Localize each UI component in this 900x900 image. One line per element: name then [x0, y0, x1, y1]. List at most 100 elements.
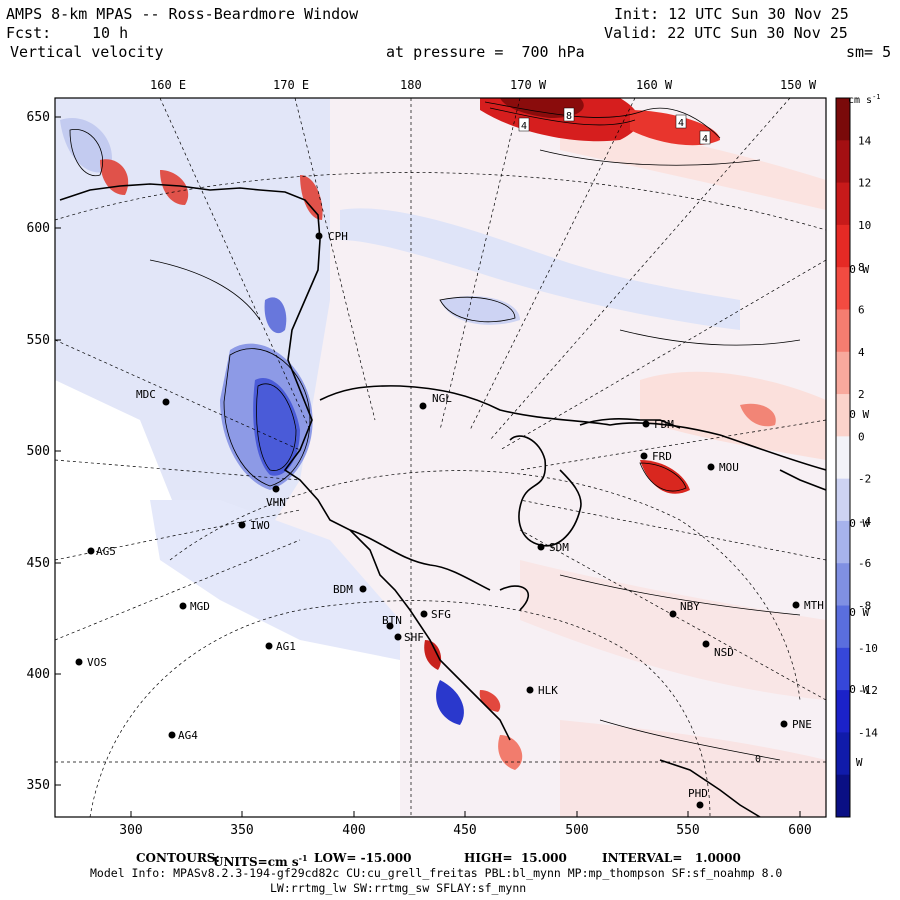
model-info: Model Info: MPASv8.2.3-194-gf29cd82c CU:…: [90, 866, 783, 880]
station-dot: [265, 642, 273, 650]
colorbar-label: -12: [858, 684, 878, 697]
station-label: MGD: [190, 600, 210, 613]
station-dot: [162, 398, 170, 406]
x-tick-label: 600: [788, 823, 811, 838]
station-dot: [179, 602, 187, 610]
y-tick-label: 350: [27, 778, 50, 793]
x-ticks: [130, 811, 801, 817]
colorbar-units: cm s-1: [848, 93, 881, 106]
field-red-south: [498, 735, 523, 770]
y-ticks: [55, 116, 61, 786]
station-label: PNE: [792, 718, 812, 731]
contour-label-box: [699, 130, 711, 145]
station-dot: [75, 658, 83, 666]
colorbar-swatch: [836, 478, 850, 522]
station-label: CPH: [328, 230, 348, 243]
station-dot: [780, 720, 788, 728]
station-label: MOU: [719, 461, 739, 474]
contour-label: 4: [702, 134, 708, 145]
map-field: CPH NGL MDC VHN IWO AG5 MGD AG1 VOS AG4 …: [55, 98, 826, 817]
station-dot: [792, 601, 800, 609]
station-label: PHD: [688, 787, 708, 800]
longitude-labels: 160 E 170 E 180 170 W 160 W 150 W: [150, 78, 817, 92]
contour-units: UNITS=cm s-1: [213, 851, 308, 869]
colorbar-label: 0: [858, 430, 865, 443]
colorbar-swatch: [836, 647, 850, 691]
station-dot: [87, 547, 95, 555]
y-tick-label: 500: [27, 444, 50, 459]
contour-interval: INTERVAL= 1.0000: [602, 851, 741, 865]
y-tick-label: 650: [27, 110, 50, 125]
lon-label: 160 W: [636, 78, 673, 92]
station-label: NGL: [432, 392, 452, 405]
coastline: [59, 183, 826, 817]
colorbar-swatch: [836, 732, 850, 776]
colorbar-label: -4: [858, 515, 872, 528]
field-red-hlk: [479, 690, 501, 712]
lon-label: 170 W: [510, 78, 547, 92]
contour-label-box: [675, 114, 687, 129]
colorbar-units-sup: -1: [872, 93, 880, 101]
station-dot: [537, 543, 545, 551]
field-pink-east: [640, 371, 826, 460]
x-tick-label: 500: [565, 823, 588, 838]
field-pink-ross: [520, 560, 826, 700]
station-dot: [707, 463, 715, 471]
station-dot: [272, 485, 280, 493]
field-red-north2: [630, 110, 720, 146]
station-label: IWO: [250, 519, 270, 532]
station-dot: [420, 610, 428, 618]
forecast-hour: 10 h: [92, 24, 129, 42]
station-label: FRD: [652, 450, 672, 463]
station-dot: [669, 610, 677, 618]
field-red-shf: [424, 640, 442, 670]
colorbar-swatch: [836, 563, 850, 607]
station-dot: [642, 420, 650, 428]
graticule: [55, 98, 826, 817]
station-label: SDM: [549, 541, 569, 554]
y-tick-label: 550: [27, 333, 50, 348]
y-tick-label: 450: [27, 556, 50, 571]
map-title: AMPS 8-km MPAS -- Ross-Beardmore Window: [6, 5, 359, 23]
variable-name: Vertical velocity: [10, 43, 164, 61]
field-pink-south: [560, 720, 826, 817]
colorbar-swatch: [836, 267, 850, 310]
colorbar-swatch: [836, 436, 850, 480]
contour-label: 4: [678, 118, 684, 129]
colorbar-swatch: [836, 309, 850, 353]
plot-frame: [54, 97, 827, 818]
station-dot: [168, 731, 176, 739]
colorbar-label: 12: [858, 177, 871, 190]
init-time: Init: 12 UTC Sun 30 Nov 25: [614, 5, 849, 23]
field-red-nw2: [160, 170, 189, 205]
colorbar-swatch: [836, 605, 850, 649]
station-label: BTN: [382, 614, 402, 627]
station-dot: [359, 585, 367, 593]
colorbar-label: 14: [858, 134, 872, 147]
station-dot: [238, 521, 246, 529]
contour-low: LOW= -15.000: [314, 851, 412, 865]
model-info-physics: LW:rrtmg_lw SW:rrtmg_sw SFLAY:sf_mynn: [270, 881, 527, 895]
station-label: SFG: [431, 608, 451, 621]
station-dot: [315, 232, 323, 240]
field-red-cph: [300, 175, 323, 220]
station-dot: [419, 402, 427, 410]
colorbar-swatch: [836, 98, 850, 141]
contour-label: 0: [755, 754, 761, 765]
valid-time: Valid: 22 UTC Sun 30 Nov 25: [604, 24, 848, 42]
field-blue-strong: [253, 378, 300, 476]
colorbar-label: -10: [858, 642, 878, 655]
field-red-mou: [640, 460, 690, 494]
x-tick-label: 300: [119, 823, 142, 838]
contour-label: 8: [566, 111, 572, 122]
colorbar-label: -2: [858, 473, 871, 486]
station-label: VOS: [87, 656, 107, 669]
contour-label: 4: [521, 121, 527, 132]
station-label: AG5: [96, 545, 116, 558]
x-tick-label: 400: [342, 823, 365, 838]
station-label: MTH: [804, 599, 824, 612]
contour-lines: [69, 101, 801, 761]
colorbar-units-text: cm s: [848, 95, 872, 106]
station-dot: [696, 801, 704, 809]
